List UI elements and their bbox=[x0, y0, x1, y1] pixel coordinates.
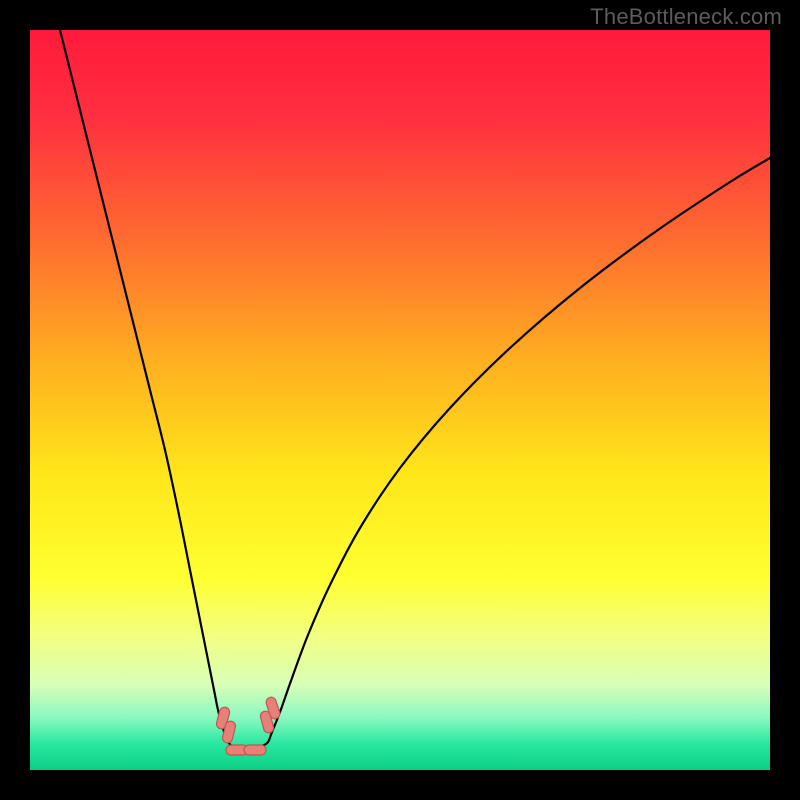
plot-area bbox=[30, 30, 770, 770]
data-marker bbox=[244, 745, 266, 755]
marker-group bbox=[215, 696, 281, 755]
watermark-text: TheBottleneck.com bbox=[590, 4, 782, 30]
bottleneck-curve bbox=[60, 30, 770, 749]
chart-frame: TheBottleneck.com bbox=[0, 0, 800, 800]
curve-layer bbox=[30, 30, 770, 770]
